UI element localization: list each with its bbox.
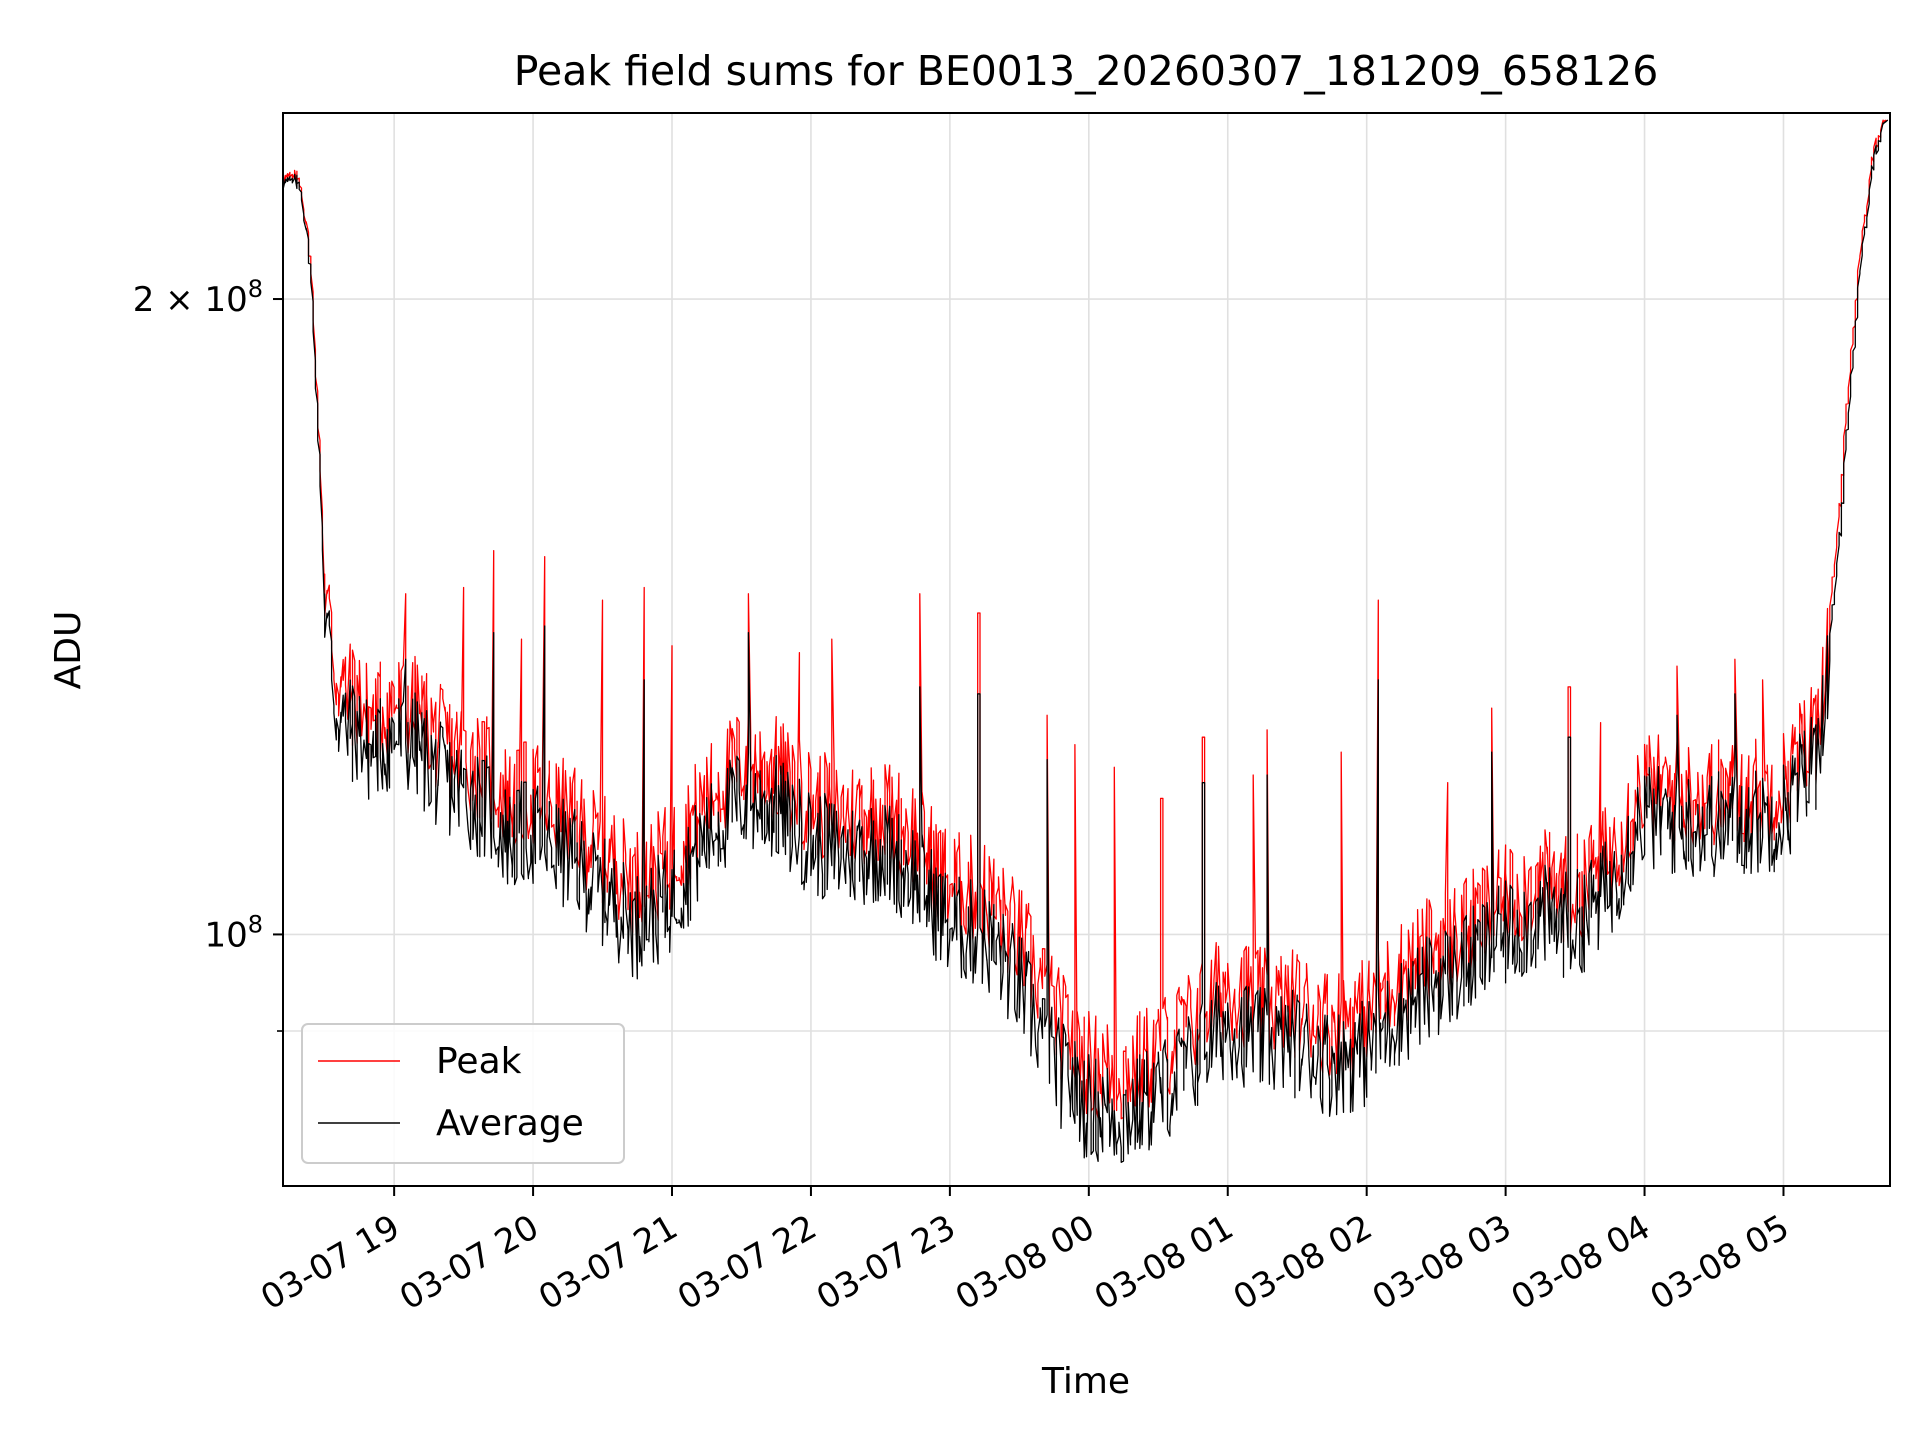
legend-label-peak: Peak [436,1041,522,1082]
series-line-average [283,119,1889,1163]
y-tick-label: 108 [204,910,263,955]
legend-label-average: Average [436,1103,584,1144]
chart-title: Peak field sums for BE0013_20260307_1812… [514,47,1659,95]
x-axis-label: Time [1041,1361,1130,1402]
y-tick-label: 2 × 108 [133,275,263,320]
legend: Peak Average [301,1023,625,1164]
plot-frame [282,112,1891,1187]
series-line-peak [283,119,1889,1120]
legend-box [301,1023,625,1164]
series-layer [283,119,1889,1163]
y-axis-label: ADU [48,611,89,690]
